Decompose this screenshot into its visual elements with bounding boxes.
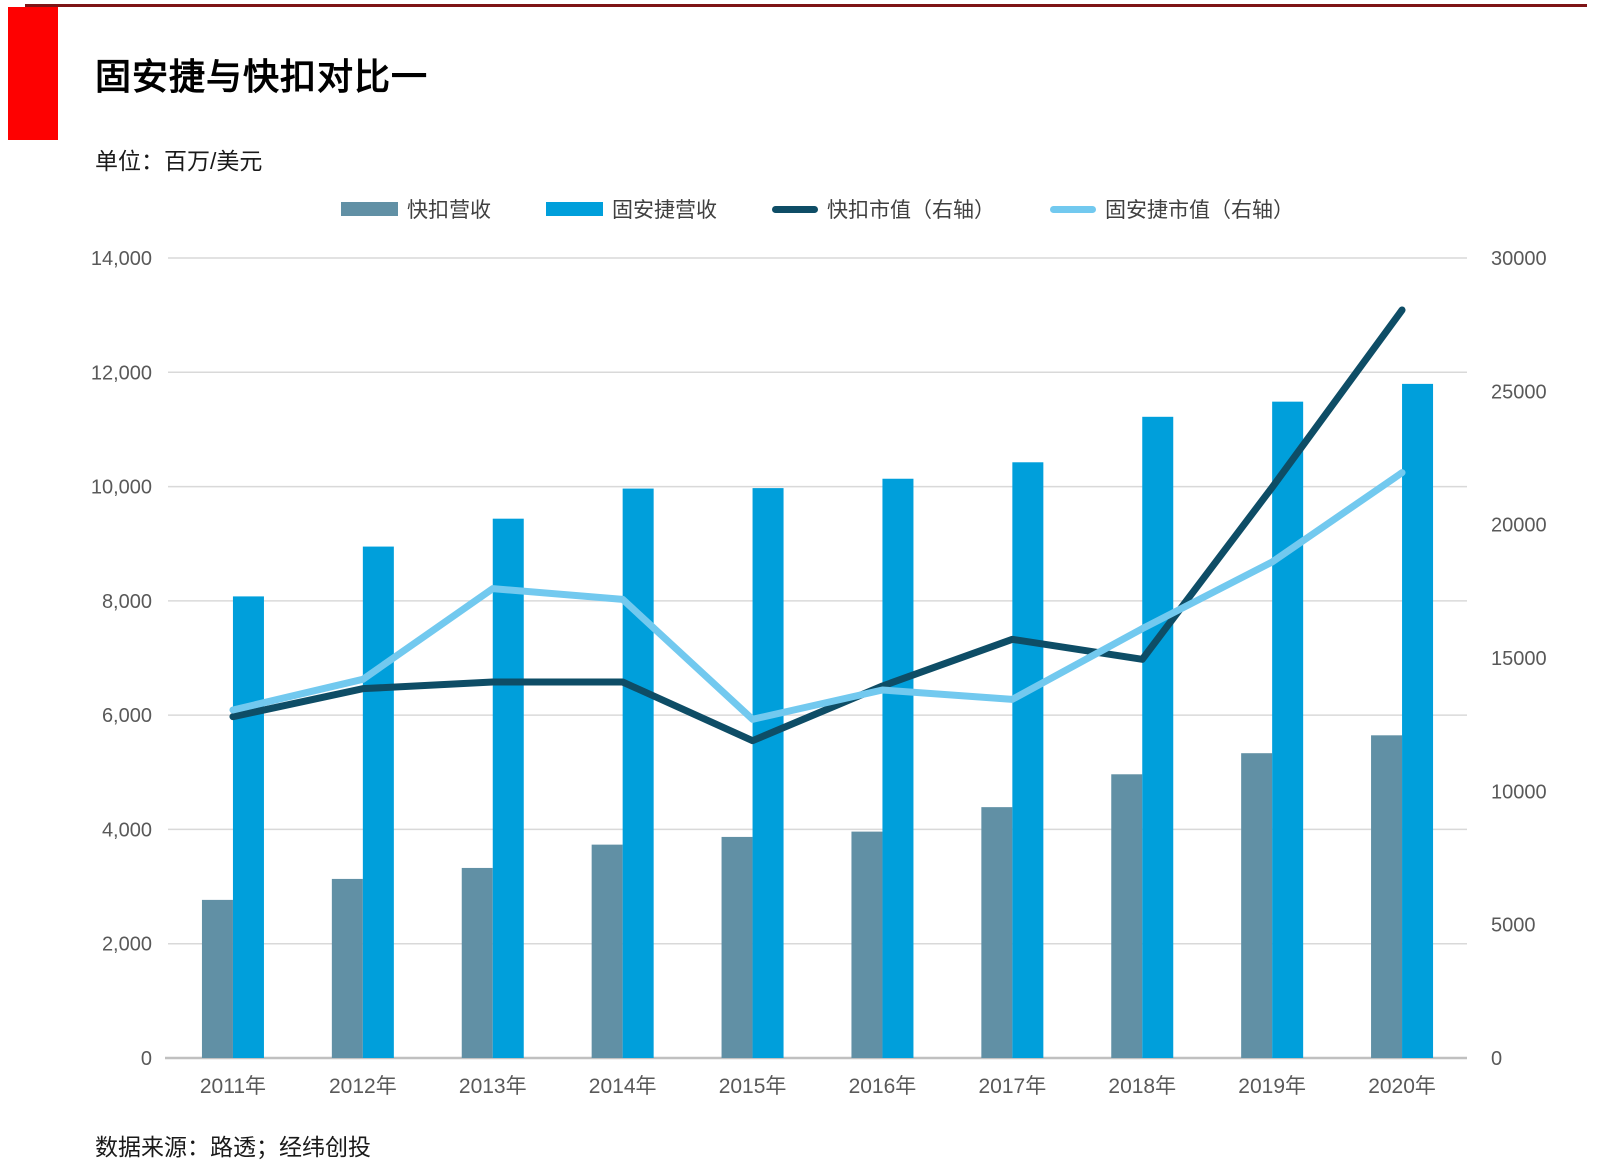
- left-axis-tick-label: 10,000: [91, 477, 152, 499]
- right-axis-tick-label: 5000: [1491, 915, 1536, 937]
- legend-item-grainger-mktcap: 固安捷市值（右轴）: [1050, 194, 1294, 224]
- legend-label: 快扣营收: [407, 199, 491, 222]
- x-axis-category-label: 2015年: [719, 1075, 787, 1098]
- page-title: 固安捷与快扣对比一: [95, 56, 429, 97]
- grainger-revenue-bar-2017年: [1012, 462, 1044, 1058]
- fastenal-revenue-bar-2019年: [1241, 753, 1273, 1058]
- grainger-revenue-bar-2011年: [232, 596, 264, 1058]
- left-axis-tick-label: 0: [141, 1048, 152, 1070]
- fastenal-mktcap-line: [229, 306, 1406, 745]
- grainger-revenue-bar-2019年: [1272, 401, 1304, 1059]
- unit-label: 单位：百万/美元: [95, 148, 263, 174]
- left-axis-tick-label: 6,000: [102, 705, 152, 727]
- fastenal-revenue-bar-2015年: [721, 836, 753, 1058]
- grainger-mktcap-swatch: [1050, 205, 1096, 213]
- legend-item-fastenal-mktcap: 快扣市值（右轴）: [772, 194, 995, 224]
- left-axis-tick-label: 12,000: [91, 362, 152, 384]
- top-rule: [25, 4, 1587, 7]
- fastenal-mktcap-swatch: [772, 205, 818, 213]
- legend-label: 固安捷营收: [612, 199, 717, 222]
- fastenal-revenue-bar-2016年: [851, 831, 883, 1058]
- grainger-revenue-bar-2015年: [752, 488, 784, 1059]
- fastenal-revenue-bar-2020年: [1371, 735, 1403, 1058]
- right-axis-tick-label: 25000: [1491, 381, 1547, 403]
- right-axis-tick-label: 0: [1491, 1048, 1502, 1070]
- right-axis-tick-label: 30000: [1491, 248, 1547, 270]
- x-axis-category-label: 2017年: [978, 1075, 1046, 1098]
- legend-item-fastenal-revenue: 快扣营收: [341, 194, 491, 224]
- left-axis-tick-label: 8,000: [102, 591, 152, 613]
- x-axis-category-label: 2016年: [849, 1075, 917, 1098]
- fastenal-revenue-bar-2011年: [201, 899, 233, 1058]
- grainger-revenue-bar-2020年: [1402, 383, 1434, 1058]
- fastenal-revenue-swatch: [341, 202, 398, 216]
- left-axis-tick-label: 14,000: [91, 248, 152, 270]
- source-note: 数据来源：路透；经纬创投: [95, 1134, 371, 1160]
- grainger-mktcap-line: [229, 469, 1406, 723]
- x-axis-category-label: 2018年: [1108, 1075, 1176, 1098]
- legend-label: 固安捷市值（右轴）: [1105, 199, 1294, 222]
- x-axis-category-label: 2014年: [589, 1075, 657, 1098]
- red-accent-block: [8, 7, 58, 140]
- legend: 快扣营收 固安捷营收 快扣市值（右轴） 固安捷市值（右轴）: [168, 194, 1467, 224]
- fastenal-revenue-bar-2017年: [981, 807, 1013, 1058]
- fastenal-revenue-bar-2014年: [591, 844, 623, 1058]
- x-axis-category-label: 2019年: [1238, 1075, 1306, 1098]
- left-axis-tick-label: 2,000: [102, 934, 152, 956]
- right-axis-tick-label: 10000: [1491, 781, 1547, 803]
- grainger-revenue-bar-2014年: [622, 488, 654, 1059]
- x-axis-category-label: 2020年: [1368, 1075, 1436, 1098]
- right-axis-tick-label: 15000: [1491, 648, 1547, 670]
- fastenal-revenue-bar-2012年: [331, 878, 363, 1058]
- legend-item-grainger-revenue: 固安捷营收: [546, 194, 717, 224]
- grainger-revenue-bar-2016年: [882, 478, 914, 1058]
- x-axis-category-label: 2012年: [329, 1075, 397, 1098]
- left-axis-tick-label: 4,000: [102, 819, 152, 841]
- grainger-revenue-bar-2013年: [492, 518, 524, 1058]
- grainger-revenue-swatch: [546, 202, 603, 216]
- x-axis-category-label: 2011年: [200, 1075, 266, 1098]
- legend-label: 快扣市值（右轴）: [827, 199, 995, 222]
- right-axis-tick-label: 20000: [1491, 515, 1547, 537]
- grainger-revenue-bar-2012年: [362, 546, 394, 1058]
- x-axis-category-label: 2013年: [459, 1075, 527, 1098]
- grainger-revenue-bar-2018年: [1142, 416, 1174, 1058]
- fastenal-revenue-bar-2013年: [461, 867, 493, 1058]
- fastenal-revenue-bar-2018年: [1111, 774, 1143, 1058]
